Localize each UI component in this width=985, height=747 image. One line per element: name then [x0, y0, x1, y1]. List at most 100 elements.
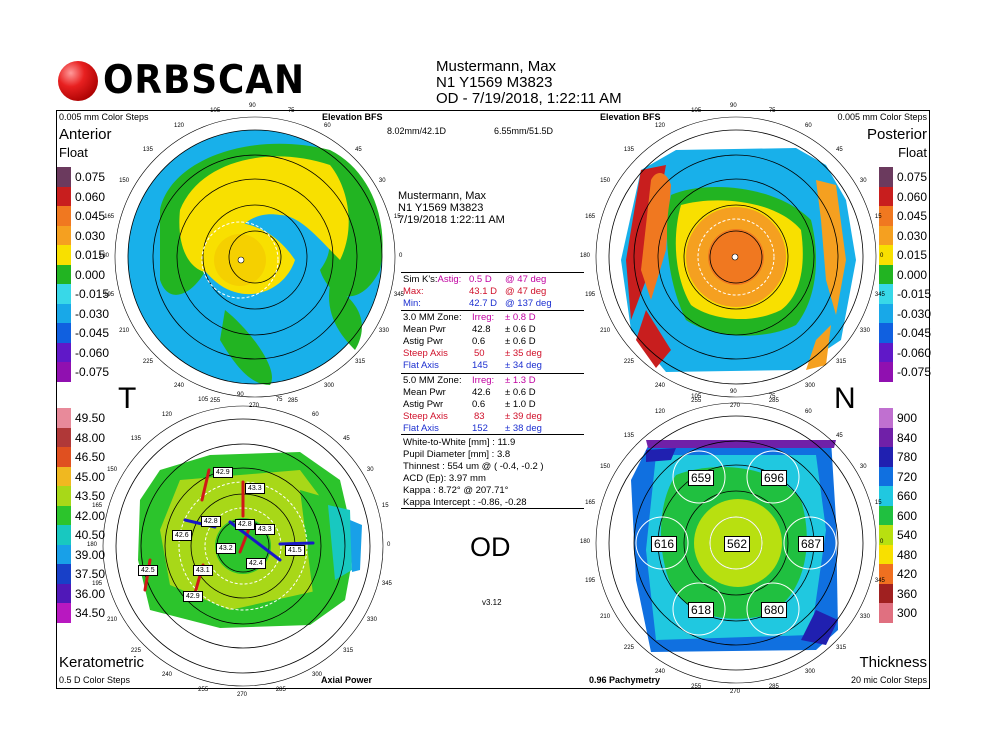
angle-label: 255 — [691, 683, 702, 690]
kerato-value-box: 43.3 — [255, 524, 275, 535]
scale-label: 42.00 — [75, 508, 106, 523]
angle-label: 285 — [768, 397, 779, 404]
logo-text: ORBSCAN — [103, 58, 305, 103]
scale-swatch — [879, 427, 893, 447]
scale-label: 660 — [897, 489, 918, 503]
scale-swatch — [879, 525, 893, 545]
posterior-map-fill — [621, 148, 856, 372]
angle-label: 150 — [600, 178, 611, 184]
orbscan-logo: ORBSCAN — [58, 58, 304, 104]
angle-label: 345 — [381, 580, 392, 587]
white-to-white: White-to-White [mm] : 11.9 — [403, 437, 516, 448]
angle-label: 270 — [730, 689, 741, 695]
angle-label: 270 — [730, 403, 741, 409]
posterior-elevation-map — [595, 116, 877, 398]
scale-swatch — [57, 564, 71, 584]
zone5-astig-label: Astig Pwr — [403, 399, 444, 410]
zone3-flat-label: Flat Axis — [403, 360, 439, 371]
keratometric-type-label: Axial Power — [321, 675, 373, 685]
angle-label: 225 — [623, 359, 634, 366]
scale-label: 360 — [897, 586, 918, 601]
angle-label: 150 — [600, 464, 611, 470]
eye-label: OD — [470, 532, 511, 562]
scale-label: 0.030 — [75, 228, 106, 243]
scale-swatch — [57, 408, 71, 428]
zone3-steep-val: 50 — [474, 348, 485, 359]
scale-label: 34.50 — [75, 606, 106, 620]
scale-swatch — [57, 447, 71, 467]
angle-label: 345 — [874, 291, 885, 298]
angle-label: 240 — [162, 671, 173, 678]
simk-min-val: 42.7 D — [469, 298, 497, 309]
scale-label: -0.075 — [897, 365, 932, 379]
thickness-step-label: 20 mic Color Steps — [850, 675, 927, 685]
angle-label: 270 — [249, 403, 260, 409]
angle-label: 45 — [836, 432, 843, 439]
report-frame — [56, 110, 930, 689]
scale-swatch — [57, 486, 71, 506]
simk-astig-label: Astig: — [437, 274, 462, 285]
angle-label: 120 — [655, 123, 666, 130]
zone3-steep-label: Steep Axis — [403, 348, 448, 359]
scale-label: 49.50 — [75, 411, 106, 425]
scale-label: 36.00 — [75, 586, 106, 601]
angle-label: 300 — [324, 382, 335, 389]
separator — [401, 310, 584, 311]
angle-label: 255 — [210, 397, 221, 404]
kerato-value-box: 42.8 — [235, 519, 255, 530]
angle-label: 285 — [287, 397, 298, 404]
angle-label: 15 — [874, 214, 882, 221]
angle-label: 165 — [92, 503, 103, 510]
pachymetry-type-label: 0.96 Pachymetry — [589, 675, 661, 685]
angle-label: 180 — [99, 253, 110, 259]
scale-swatch — [879, 245, 893, 265]
scale-swatch — [879, 486, 893, 506]
zone3-astig-val: 0.6 — [472, 336, 486, 347]
angle-label: 300 — [312, 671, 323, 678]
anterior-sub: Float — [59, 145, 88, 160]
angle-label: 90 — [730, 389, 737, 395]
angle-label: 60 — [805, 123, 812, 130]
angle-label: 165 — [585, 500, 596, 507]
scale-swatch — [879, 505, 893, 525]
pachy-value-box: 696 — [761, 470, 788, 486]
angle-label: 45 — [836, 146, 843, 153]
angle-label: 135 — [623, 146, 634, 153]
angle-label: 285 — [768, 683, 779, 690]
simk-max-val: 43.1 D — [469, 286, 497, 297]
kappa: Kappa : 8.72° @ 207.71° — [403, 485, 509, 496]
angle-label: 105 — [198, 397, 209, 404]
anterior-step-label: 0.005 mm Color Steps — [59, 112, 149, 122]
angle-label: 135 — [623, 432, 634, 439]
keratometric-title: Keratometric — [59, 654, 145, 671]
pachy-value-box: 616 — [651, 536, 678, 552]
acd: ACD (Ep): 3.97 mm — [403, 473, 486, 484]
scale-swatch — [879, 206, 893, 226]
angle-label: 225 — [623, 645, 634, 652]
angle-label: 240 — [655, 382, 666, 389]
zone3-astig-label: Astig Pwr — [403, 336, 444, 347]
kerato-value-box: 43.2 — [216, 543, 236, 554]
center-exam-date: 7/19/2018 1:22:11 AM — [398, 214, 505, 226]
angle-label: 165 — [104, 214, 115, 221]
angle-label: 210 — [107, 617, 118, 623]
angle-label: 75 — [275, 397, 283, 404]
scale-swatch — [57, 427, 71, 447]
version-label: v3.12 — [482, 598, 502, 607]
angle-label: 120 — [655, 409, 666, 416]
scale-label: 43.50 — [75, 489, 106, 503]
angle-label: 135 — [142, 146, 153, 153]
angle-label: 270 — [237, 692, 248, 698]
angle-label: 330 — [859, 328, 870, 334]
scale-swatch — [879, 583, 893, 603]
scale-label: -0.060 — [897, 345, 932, 360]
zone5-astig-pm: ± 1.0 D — [505, 399, 536, 410]
scale-swatch — [879, 544, 893, 564]
kerato-value-box: 42.9 — [183, 591, 203, 602]
angle-label: 345 — [874, 577, 885, 584]
scale-label: 420 — [897, 567, 918, 581]
simk-max-axis: @ 47 deg — [505, 286, 547, 297]
angle-label: 195 — [585, 291, 596, 298]
separator — [401, 508, 584, 509]
posterior-step-label: 0.005 mm Color Steps — [837, 112, 927, 122]
